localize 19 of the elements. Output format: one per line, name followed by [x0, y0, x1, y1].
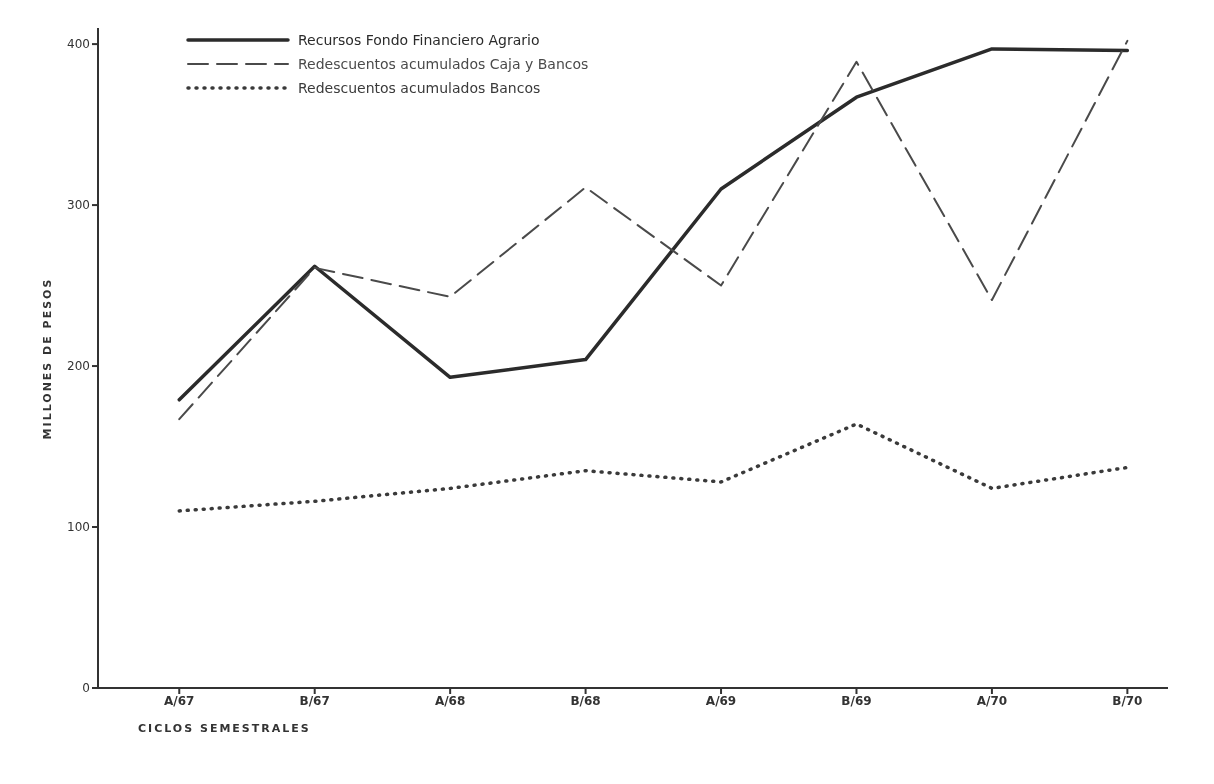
- y-axis-title: MILLONES DE PESOS: [41, 277, 55, 439]
- x-tick-label: B/67: [299, 693, 330, 708]
- x-tick-label: A/68: [434, 693, 466, 708]
- y-tick-label: 100: [67, 520, 90, 535]
- x-tick-label: B/69: [841, 693, 872, 708]
- y-tick-label: 400: [67, 37, 90, 52]
- x-tick-label: B/68: [570, 693, 601, 708]
- text: Redescuentos acumulados Caja y Bancos: [298, 56, 589, 72]
- y-tick-label: 0: [82, 681, 90, 696]
- text: Recursos Fondo Financiero Agrario: [298, 32, 540, 48]
- x-tick-label: A/69: [705, 693, 737, 708]
- x-tick-label: A/67: [164, 693, 195, 708]
- text: Redescuentos acumulados Bancos: [298, 80, 541, 96]
- x-tick-label: A/70: [976, 693, 1008, 708]
- y-tick-label: 200: [67, 359, 90, 374]
- x-tick-label: B/70: [1112, 693, 1143, 708]
- line-series: [177, 422, 1130, 513]
- x-axis-title: CICLOS SEMESTRALES: [138, 722, 311, 735]
- y-tick-label: 300: [67, 198, 90, 213]
